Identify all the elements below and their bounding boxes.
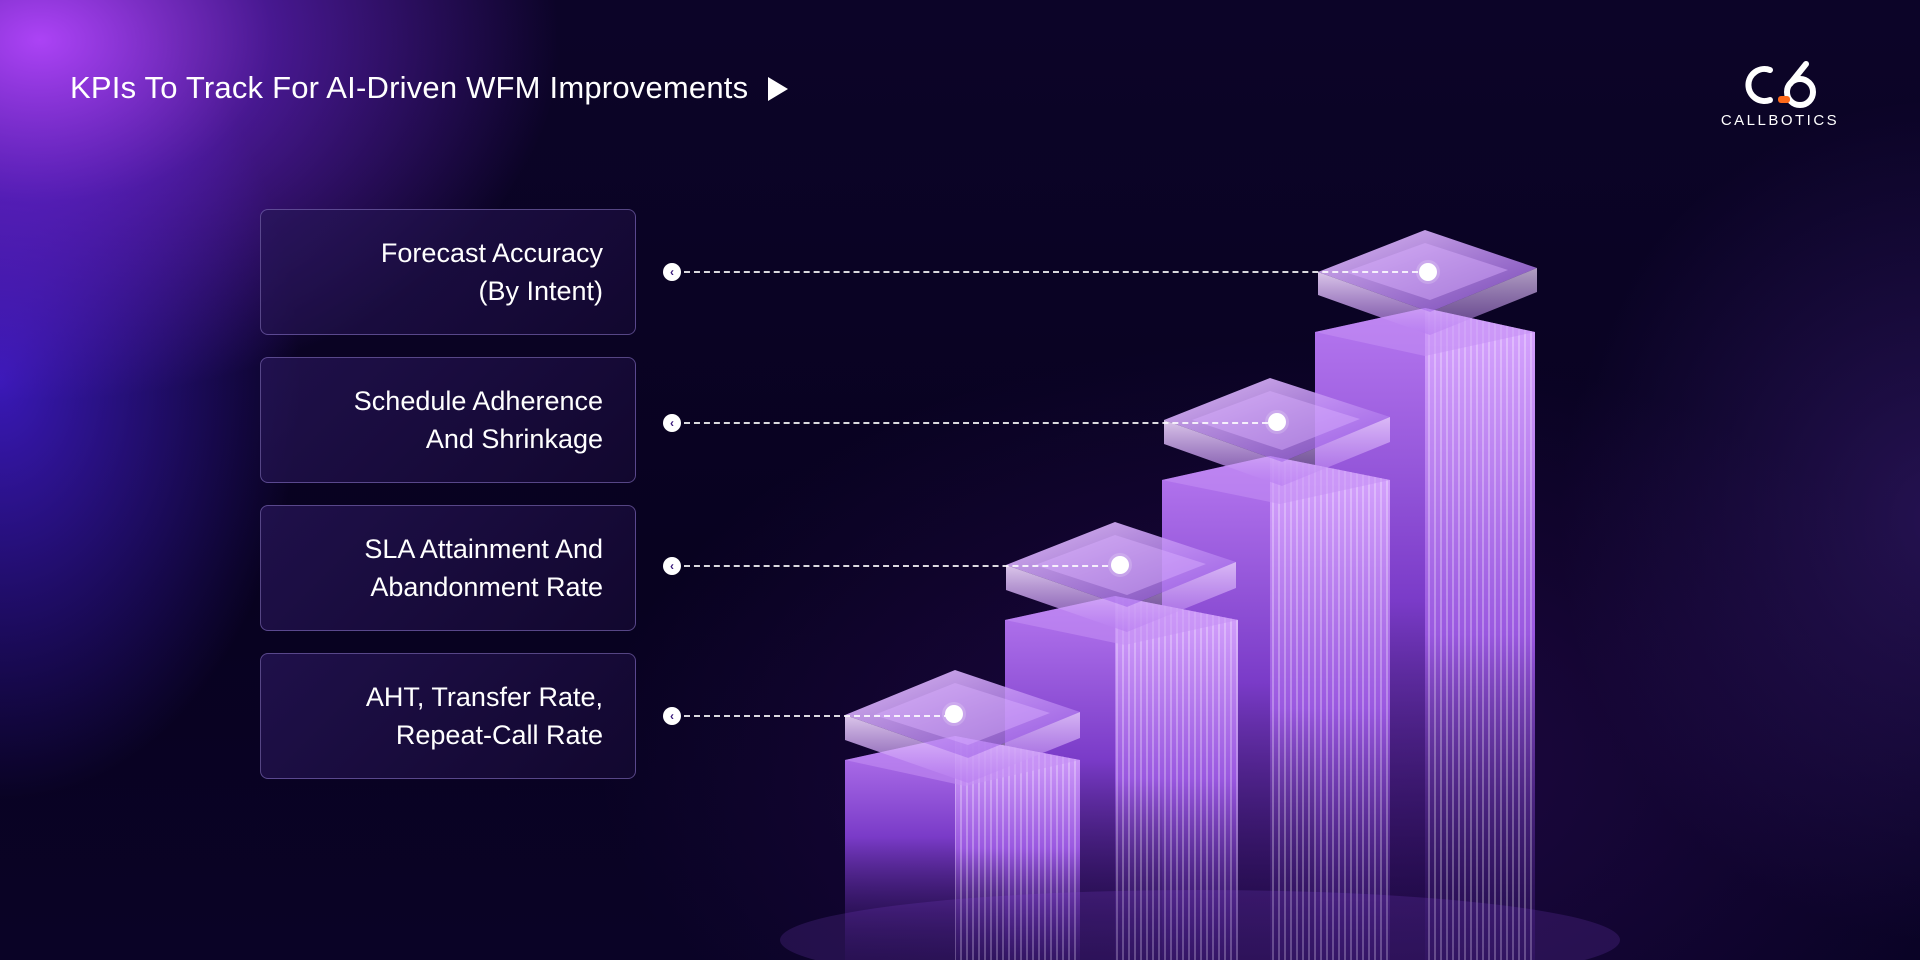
chevron-left-icon: ‹ (663, 414, 681, 432)
glass-slab-4 (1318, 230, 1537, 335)
connector-end-dot-3 (1111, 556, 1129, 574)
brand-logo: CALLBOTICS (1690, 60, 1870, 140)
kpi-card-aht-transfer-rate: AHT, Transfer Rate, Repeat-Call Rate (260, 653, 636, 779)
page-title: KPIs To Track For AI-Driven WFM Improvem… (70, 70, 789, 106)
connector-line-3 (684, 565, 1118, 567)
connector-end-dot-4 (945, 705, 963, 723)
floor-glow (780, 890, 1620, 960)
connector-line-4 (684, 715, 950, 717)
chevron-left-icon: ‹ (663, 263, 681, 281)
kpi-card-forecast-accuracy: Forecast Accuracy (By Intent) (260, 209, 636, 335)
kpi-card-schedule-adherence: Schedule Adherence And Shrinkage (260, 357, 636, 483)
play-triangle-icon (768, 77, 789, 101)
connector-line-1 (684, 271, 1428, 273)
connector-line-2 (684, 422, 1278, 424)
connector-end-dot-2 (1268, 413, 1286, 431)
callbotics-logo-icon (1745, 61, 1816, 108)
kpi-card-sla-attainment: SLA Attainment And Abandonment Rate (260, 505, 636, 631)
connector-end-dot-1 (1419, 263, 1437, 281)
kpi-label: AHT, Transfer Rate, Repeat-Call Rate (365, 682, 603, 750)
kpi-label: SLA Attainment And Abandonment Rate (364, 534, 603, 602)
chevron-left-icon: ‹ (663, 707, 681, 725)
chevron-left-icon: ‹ (663, 557, 681, 575)
kpi-label: Schedule Adherence And Shrinkage (353, 386, 603, 454)
title-text: KPIs To Track For AI-Driven WFM Improvem… (70, 70, 749, 105)
kpi-label: Forecast Accuracy (By Intent) (380, 238, 603, 306)
logo-wordmark: CALLBOTICS (1720, 112, 1840, 129)
